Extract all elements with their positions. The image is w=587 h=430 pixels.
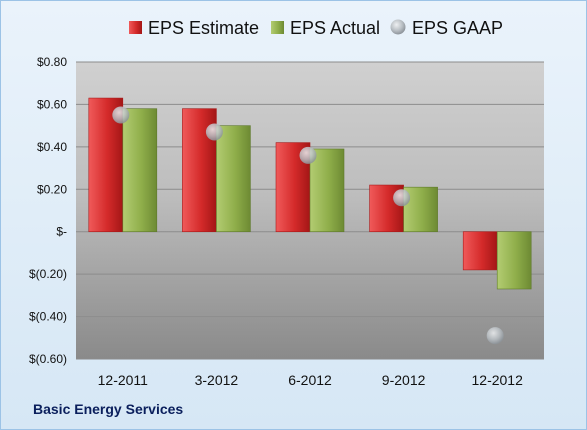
y-tick-label: $-	[56, 225, 67, 239]
company-name: Basic Energy Services	[33, 401, 184, 417]
bar-eps-estimate	[462, 231, 498, 271]
legend-item-actual: EPS Actual	[271, 18, 380, 38]
bar-eps-actual	[309, 148, 345, 233]
legend-label-actual: EPS Actual	[290, 18, 380, 38]
y-tick-label: $0.60	[37, 97, 67, 111]
bar-eps-actual	[122, 108, 158, 233]
legend-label-gaap: EPS GAAP	[412, 18, 503, 38]
bar-eps-actual	[216, 125, 251, 233]
marker-eps-gaap	[205, 123, 223, 141]
legend-item-gaap: EPS GAAP	[390, 18, 503, 38]
legend-label-estimate: EPS Estimate	[148, 18, 259, 38]
y-tick-label: $0.80	[37, 55, 67, 69]
x-axis: 12-2011 3-2012 6-2012 9-2012 12-2012	[98, 372, 523, 388]
marker-eps-gaap	[486, 327, 504, 345]
gaap-markers	[112, 106, 504, 345]
legend-item-estimate: EPS Estimate	[129, 18, 259, 38]
x-tick-label: 12-2012	[472, 372, 524, 388]
x-tick-label: 12-2011	[98, 372, 149, 388]
legend-swatch-estimate	[129, 21, 142, 34]
y-tick-label: $(0.40)	[29, 310, 67, 324]
y-tick-label: $0.40	[37, 140, 67, 154]
y-tick-label: $(0.60)	[29, 352, 67, 366]
y-tick-label: $(0.20)	[29, 267, 67, 281]
legend-swatch-gaap	[390, 19, 406, 35]
y-axis: $0.80 $0.60 $0.40 $0.20 $- $(0.20) $(0.40) $(0.…	[29, 55, 67, 366]
legend: EPS Estimate EPS Actual EPS GAAP	[129, 18, 503, 38]
x-tick-label: 3-2012	[195, 372, 239, 388]
y-tick-label: $0.20	[37, 182, 67, 196]
bar-eps-actual	[496, 231, 532, 290]
x-tick-label: 6-2012	[288, 372, 332, 388]
x-tick-label: 9-2012	[382, 372, 426, 388]
legend-swatch-actual	[271, 21, 284, 34]
marker-eps-gaap	[299, 146, 317, 164]
marker-eps-gaap	[112, 106, 130, 124]
marker-eps-gaap	[393, 189, 411, 207]
